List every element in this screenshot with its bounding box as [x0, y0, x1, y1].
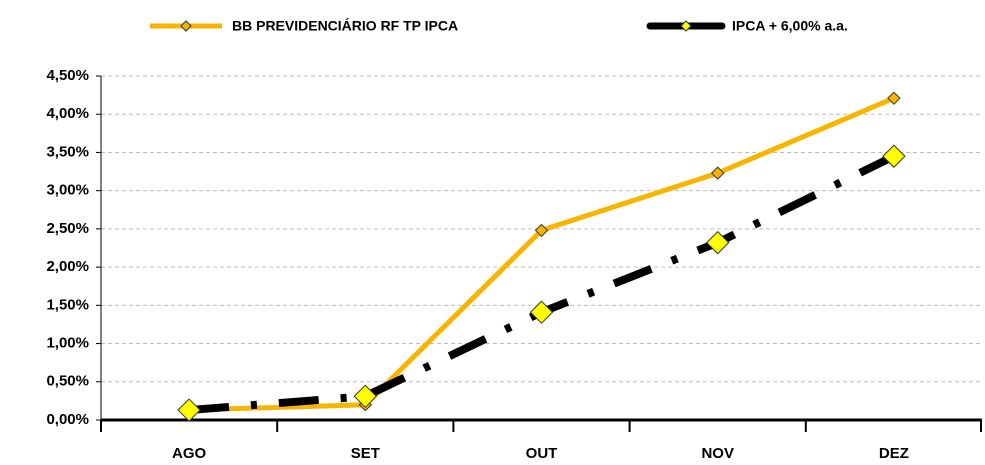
x-tick-label: AGO: [172, 445, 207, 462]
y-tick-label: 0,50%: [46, 373, 89, 390]
y-tick-label: 2,50%: [46, 220, 89, 237]
x-tick-label: DEZ: [879, 445, 909, 462]
series-line: [189, 95, 895, 413]
x-tick-label: SET: [351, 445, 380, 462]
x-tick-label: NOV: [701, 445, 734, 462]
legend-label: BB PREVIDENCIÁRIO RF TP IPCA: [232, 18, 458, 34]
y-tick-label: 0,00%: [46, 411, 89, 428]
data-point: [887, 91, 901, 105]
x-tick-label: OUT: [526, 445, 558, 462]
legend-marker: [680, 20, 692, 32]
y-tick-label: 1,50%: [46, 296, 89, 313]
data-point: [710, 166, 725, 180]
data-point: [534, 223, 549, 238]
data-point: [705, 230, 730, 255]
data-point: [353, 384, 378, 409]
y-tick-label: 4,50%: [46, 67, 89, 84]
data-point: [882, 144, 906, 168]
y-tick-label: 1,00%: [46, 335, 89, 352]
legend-marker: [180, 20, 192, 32]
legend-label: IPCA + 6,00% a.a.: [732, 18, 848, 34]
y-tick-label: 3,50%: [46, 143, 89, 160]
y-tick-label: 3,00%: [46, 182, 89, 199]
y-tick-label: 2,00%: [46, 258, 89, 275]
data-point: [177, 398, 201, 422]
series-line: [188, 152, 896, 415]
data-point: [529, 300, 554, 324]
y-tick-label: 4,00%: [46, 105, 89, 122]
